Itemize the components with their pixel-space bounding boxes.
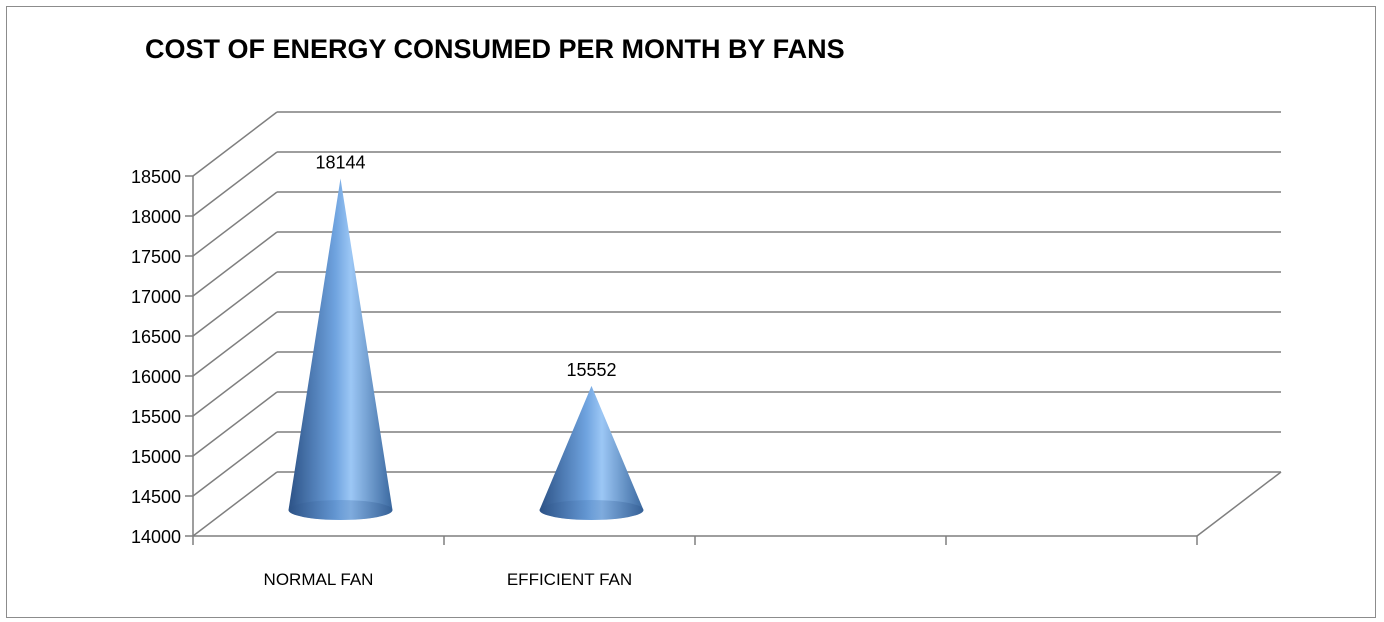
side-wall-gridline <box>192 271 278 337</box>
data-labels: 18144 15552 <box>315 152 616 379</box>
y-tick-label: 14000 <box>131 527 181 547</box>
y-tick-label: 14500 <box>131 487 181 507</box>
x-category-label: NORMAL FAN <box>264 570 374 589</box>
data-label: 18144 <box>315 152 365 172</box>
data-label: 15552 <box>566 360 616 380</box>
y-tick-label: 16500 <box>131 327 181 347</box>
side-wall-gridline <box>192 111 278 177</box>
y-tick-label: 18000 <box>131 207 181 227</box>
x-axis-categories: NORMAL FAN EFFICIENT FAN <box>264 570 633 589</box>
y-tick-label: 18500 <box>131 167 181 187</box>
side-wall-gridline <box>192 351 278 417</box>
y-tick-label: 16000 <box>131 367 181 387</box>
y-tick-label: 17000 <box>131 287 181 307</box>
cone-bar <box>539 385 644 520</box>
cone-bar <box>288 178 393 521</box>
side-wall-gridline <box>192 431 278 497</box>
y-tick-label: 15500 <box>131 407 181 427</box>
side-wall-gridline <box>192 471 278 537</box>
side-wall-gridline <box>192 151 278 217</box>
side-wall-gridline <box>192 311 278 377</box>
cones <box>288 178 644 521</box>
chart-title: COST OF ENERGY CONSUMED PER MONTH BY FAN… <box>145 34 845 64</box>
y-axis-ticks: 14000 14500 15000 15500 16000 16500 17000 17500… <box>131 167 181 547</box>
side-wall-gridline <box>192 231 278 297</box>
side-wall-gridline <box>192 191 278 257</box>
y-tick-label: 17500 <box>131 247 181 267</box>
x-category-label: EFFICIENT FAN <box>507 570 632 589</box>
y-tick-label: 15000 <box>131 447 181 467</box>
gridlines <box>185 111 1282 545</box>
floor-right-edge <box>1196 471 1282 537</box>
side-wall-gridline <box>192 391 278 457</box>
